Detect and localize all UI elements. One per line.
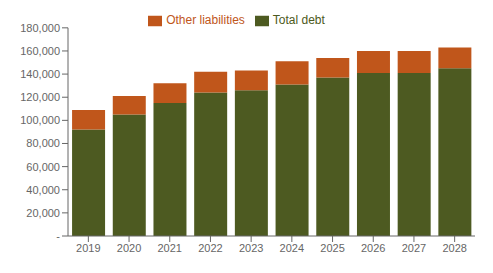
html-text:Total debt: Total debt bbox=[272, 13, 325, 27]
svg-text:180,000: 180,000 bbox=[20, 22, 60, 34]
svg-text:2022: 2022 bbox=[198, 242, 222, 254]
svg-text:60,000: 60,000 bbox=[26, 161, 60, 173]
svg-text:80,000: 80,000 bbox=[26, 137, 60, 149]
svg-text:2023: 2023 bbox=[239, 242, 263, 254]
svg-text:160,000: 160,000 bbox=[20, 45, 60, 57]
svg-text:2024: 2024 bbox=[280, 242, 304, 254]
html-text:Other liabilities: Other liabilities bbox=[166, 13, 245, 27]
svg-text:-: - bbox=[56, 230, 60, 242]
svg-text:120,000: 120,000 bbox=[20, 91, 60, 103]
svg-text:2028: 2028 bbox=[442, 242, 466, 254]
svg-text:2027: 2027 bbox=[402, 242, 426, 254]
svg-text:140,000: 140,000 bbox=[20, 68, 60, 80]
svg-text:100,000: 100,000 bbox=[20, 114, 60, 126]
svg-text:2019: 2019 bbox=[76, 242, 100, 254]
svg-text:2020: 2020 bbox=[117, 242, 141, 254]
svg-text:2025: 2025 bbox=[320, 242, 344, 254]
svg-text:40,000: 40,000 bbox=[26, 184, 60, 196]
svg-text:2026: 2026 bbox=[361, 242, 385, 254]
svg-text:20,000: 20,000 bbox=[26, 207, 60, 219]
svg-text:2021: 2021 bbox=[158, 242, 182, 254]
